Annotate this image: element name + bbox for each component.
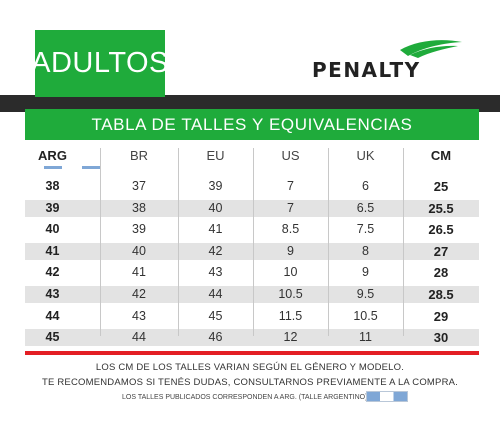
cell-eu: 43 <box>208 265 223 280</box>
cell-eu: 40 <box>208 200 223 215</box>
cell-uk: 9.5 <box>356 287 375 301</box>
column-header-us: US <box>281 148 300 163</box>
cell-arg: 41 <box>45 243 60 258</box>
cell-eu: 45 <box>208 308 223 323</box>
cell-uk: 10.5 <box>353 308 378 323</box>
cell-br: 39 <box>132 222 146 237</box>
column-header-arg: ARG <box>38 148 67 163</box>
cell-cm: 30 <box>433 330 449 346</box>
arg-flag-underline <box>44 166 100 169</box>
table-header: ARG BR EU US UK CM <box>25 146 479 172</box>
argentina-flag-icon <box>366 391 408 402</box>
cell-cm: 25 <box>433 179 449 194</box>
column-header-br: BR <box>129 148 149 163</box>
table-row: 42 41 43 10 9 28 <box>25 264 479 281</box>
footer-note-arg-sizes: LOS TALLES PUBLICADOS CORRESPONDEN A ARG… <box>122 394 368 401</box>
footer-note-contact: TE RECOMENDAMOS SI TENÉS DUDAS, CONSULTA… <box>41 377 459 388</box>
table-row: 40 39 41 8.5 7.5 26.5 <box>25 221 479 238</box>
cell-us: 11.5 <box>278 308 303 323</box>
cell-eu: 41 <box>208 222 223 237</box>
size-table: ARG BR EU US UK CM 38 37 39 7 6 25 39 38 40 7 6.5 25.5 40… <box>25 146 479 347</box>
cell-uk: 9 <box>362 265 369 280</box>
category-tab-label: ADULTOS <box>31 47 169 79</box>
cell-cm: 26.5 <box>428 222 454 238</box>
column-divider <box>100 148 101 336</box>
footer-note-cm-variation: LOS CM DE LOS TALLES VARIAN SEGÚN EL GÉN… <box>95 362 405 373</box>
table-row: 44 43 45 11.5 10.5 29 <box>25 308 479 325</box>
column-divider <box>253 148 254 336</box>
column-divider <box>403 148 404 336</box>
cell-arg: 42 <box>45 265 60 280</box>
cell-arg: 38 <box>45 179 60 193</box>
cell-br: 40 <box>132 243 146 258</box>
cell-eu: 46 <box>208 330 223 345</box>
cell-us: 10 <box>283 265 298 280</box>
cell-us: 8.5 <box>281 222 300 237</box>
cell-eu: 39 <box>208 179 223 193</box>
table-row: 43 42 44 10.5 9.5 28.5 <box>25 286 479 303</box>
cell-uk: 11 <box>359 330 372 345</box>
cell-br: 43 <box>132 308 146 323</box>
cell-arg: 45 <box>45 330 60 345</box>
column-divider <box>328 148 329 336</box>
cell-us: 9 <box>287 243 294 258</box>
cell-arg: 39 <box>45 200 60 215</box>
column-header-uk: UK <box>356 148 375 163</box>
cell-us: 7 <box>287 200 294 215</box>
cell-cm: 29 <box>433 308 449 324</box>
table-row: 45 44 46 12 11 30 <box>25 329 479 347</box>
cell-arg: 44 <box>45 308 60 323</box>
table-row: 38 37 39 7 6 25 <box>25 178 479 195</box>
cell-cm: 27 <box>433 243 449 259</box>
cell-eu: 44 <box>208 287 223 301</box>
cell-br: 44 <box>132 330 146 345</box>
cell-br: 42 <box>132 287 146 301</box>
cell-br: 37 <box>132 179 146 193</box>
column-divider <box>178 148 179 336</box>
table-row: 39 38 40 7 6.5 25.5 <box>25 199 479 217</box>
header-dark-band <box>0 95 500 112</box>
cell-us: 7 <box>287 179 294 193</box>
cell-uk: 6.5 <box>356 200 375 215</box>
cell-uk: 7.5 <box>356 222 375 237</box>
page-title: TABLA DE TALLES Y EQUIVALENCIAS <box>91 114 413 134</box>
category-tab: ADULTOS <box>31 30 168 97</box>
column-header-eu: EU <box>206 148 225 163</box>
cell-cm: 25.5 <box>428 200 454 216</box>
cell-us: 12 <box>283 330 298 345</box>
cell-br: 41 <box>132 265 146 280</box>
cell-eu: 42 <box>208 243 223 258</box>
column-header-cm: CM <box>430 148 452 163</box>
cell-cm: 28.5 <box>428 287 454 302</box>
brand-swoosh-icon <box>400 40 462 58</box>
cell-arg: 43 <box>45 287 60 301</box>
cell-cm: 28 <box>433 265 449 281</box>
cell-uk: 8 <box>362 243 369 258</box>
cell-uk: 6 <box>362 179 369 193</box>
brand-wordmark: PENALTY <box>312 58 421 82</box>
title-bar: TABLA DE TALLES Y EQUIVALENCIAS <box>25 109 479 140</box>
cell-arg: 40 <box>45 222 60 237</box>
footer-red-rule <box>25 351 479 355</box>
table-row: 41 40 42 9 8 27 <box>25 242 479 260</box>
cell-br: 38 <box>132 200 146 215</box>
cell-us: 10.5 <box>278 287 303 301</box>
brand-logo: PENALTY <box>312 40 464 82</box>
